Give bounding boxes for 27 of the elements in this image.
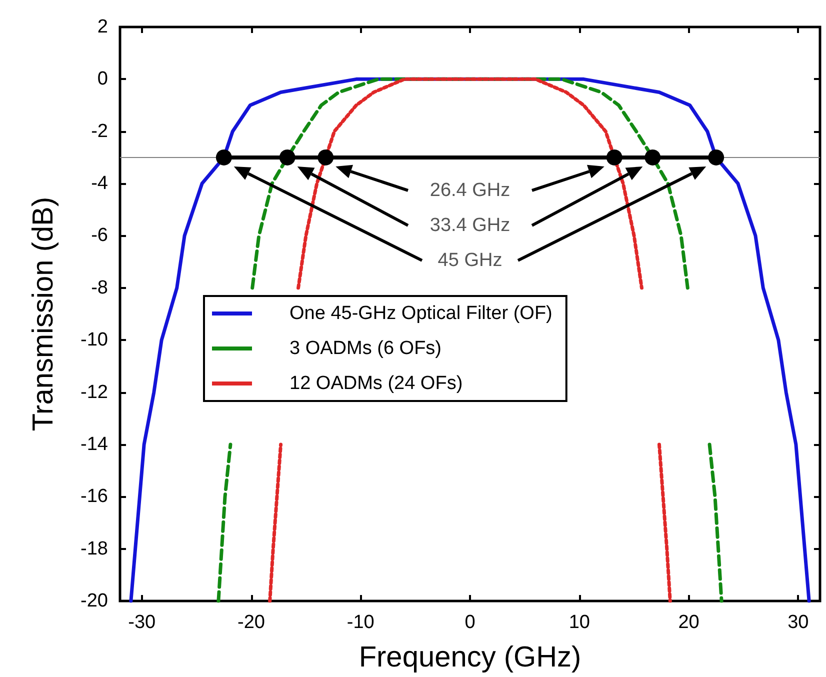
y-tick-label: -18	[80, 538, 108, 560]
y-tick-label: -20	[80, 590, 108, 612]
x-axis-title: Frequency (GHz)	[358, 642, 582, 674]
y-tick-label: -8	[91, 277, 108, 298]
annotation: 26.4 GHz	[430, 180, 510, 201]
y-tick-label: -12	[80, 382, 108, 403]
x-tick-label: 30	[788, 612, 809, 633]
x-tick-label: 20	[678, 612, 700, 633]
y-tick-label: -6	[91, 225, 108, 246]
y-tick-label: -14	[80, 434, 108, 455]
y-tick-label: -2	[91, 120, 108, 142]
y-tick-label: -16	[80, 486, 108, 508]
y-axis-title: Transmission (dB)	[28, 196, 60, 432]
legend-label: One 45-GHz Optical Filter (OF)	[290, 303, 552, 324]
legend-label: 3 OADMs (6 OFs)	[290, 338, 442, 359]
y-tick-label: 0	[97, 68, 108, 90]
x-tick-label: -10	[346, 612, 374, 633]
x-tick-label: -20	[238, 612, 265, 633]
legend-label: 12 OADMs (24 OFs)	[290, 373, 463, 394]
x-tick-label: -30	[128, 612, 156, 633]
y-tick-label: 2	[97, 16, 108, 38]
y-tick-label: -4	[91, 173, 108, 194]
y-tick-label: -10	[80, 330, 108, 351]
x-tick-label: 10	[568, 612, 590, 633]
annotation: 33.4 GHz	[430, 214, 510, 236]
x-tick-label: 0	[464, 612, 476, 633]
annotation: 45 GHz	[438, 250, 502, 271]
